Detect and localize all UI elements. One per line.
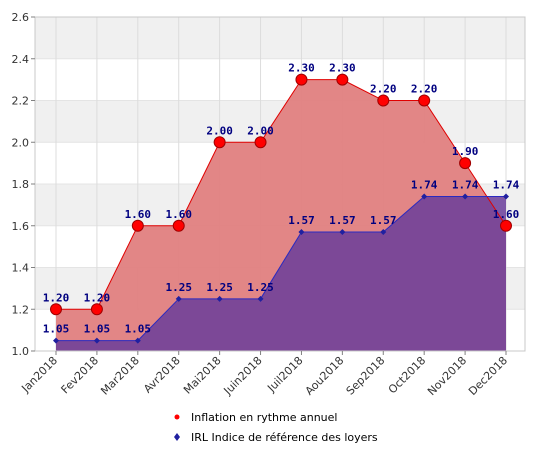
x-tick-label: Aou2018 [303,354,347,398]
data-label-irl: 1.25 [206,281,233,294]
marker-irl [462,193,469,200]
data-label-inflation: 1.60 [493,208,520,221]
line-inflation [56,79,507,310]
data-label-irl: 1.05 [125,323,152,336]
data-label-inflation: 2.30 [288,62,315,75]
legend-label-irl: IRL Indice de référence des loyers [191,431,378,444]
marker-irl [175,295,182,302]
marker-irl [134,337,141,344]
marker-inflation [172,219,185,232]
y-tick-label: 1.6 [12,220,30,233]
marker-irl [503,193,509,200]
data-label-irl: 1.74 [411,179,438,192]
data-label-irl: 1.25 [247,281,274,294]
data-label-inflation: 2.00 [247,124,274,137]
data-label-inflation: 1.90 [452,145,479,158]
data-label-inflation: 1.20 [43,291,70,304]
marker-inflation [213,136,226,149]
marker-irl [298,229,305,236]
marker-irl [93,337,100,344]
y-tick-label: 1.8 [12,178,30,191]
plot-band [35,17,525,59]
legend-label-inflation: Inflation en rythme annuel [191,411,337,424]
data-label-inflation: 2.30 [329,62,356,75]
area-irl [56,196,506,351]
legend-marker-irl [174,433,180,441]
y-tick-label: 1.4 [12,262,30,275]
data-label-inflation: 2.00 [206,124,233,137]
data-labels: 1.20 1.20 1.60 1.60 2.00 2.00 2.30 2.30 2.20 2.20… [43,62,520,336]
x-tick-label: Mai2018 [181,354,224,397]
x-tick-label: Juil2018 [264,354,305,395]
marker-irl [339,229,346,236]
data-label-inflation: 2.20 [370,83,397,96]
marker-inflation [500,219,512,232]
marker-irl [380,229,387,236]
marker-irl [257,295,264,302]
y-tick-label: 1.2 [12,303,30,316]
data-label-irl: 1.57 [329,214,356,227]
data-label-irl: 1.05 [84,323,111,336]
legend-item-inflation: Inflation en rythme annuel [174,411,337,424]
data-label-irl: 1.05 [43,323,70,336]
y-axis-ticks: 1.0 1.2 1.4 1.6 1.8 2.0 2.2 2.4 2.6 [12,11,35,358]
x-tick-label: Mar2018 [98,354,142,398]
data-label-inflation: 1.60 [165,208,192,221]
legend-marker-inflation [174,414,180,420]
data-label-irl: 1.74 [452,179,479,192]
x-tick-label: Fev2018 [59,354,101,396]
marker-irl [53,337,59,344]
data-label-inflation: 1.20 [84,291,111,304]
marker-irl [421,193,428,200]
marker-inflation [377,94,390,107]
y-tick-label: 2.6 [12,11,30,24]
data-label-irl: 1.57 [370,214,397,227]
marker-inflation [131,219,144,232]
x-tick-label: Juin2018 [221,354,265,398]
x-tick-label: Nov2018 [425,354,469,398]
data-label-irl: 1.25 [165,281,192,294]
y-tick-label: 2.0 [12,136,30,149]
y-tick-label: 2.4 [12,53,30,66]
marker-inflation [254,136,267,149]
marker-irl [216,295,223,302]
data-label-inflation: 1.60 [125,208,152,221]
plot-band [35,58,525,101]
data-label-irl: 1.74 [493,179,520,192]
x-tick-label: Dec2018 [466,354,510,398]
series-lines [56,79,507,342]
data-label-inflation: 2.20 [411,83,438,96]
data-label-irl: 1.57 [288,214,315,227]
legend: Inflation en rythme annuel IRL Indice de… [174,411,378,444]
marker-inflation [295,73,308,86]
marker-inflation [418,94,431,107]
x-tick-label: Avr2018 [141,354,183,396]
series-markers [50,73,512,344]
x-tick-label: Jan2018 [18,354,60,396]
y-tick-label: 1.0 [12,345,30,358]
marker-inflation [336,73,349,86]
marker-inflation [459,157,472,170]
legend-item-irl: IRL Indice de référence des loyers [174,431,378,444]
y-tick-label: 2.2 [12,95,30,108]
series-areas [56,79,506,351]
marker-inflation [90,303,103,316]
marker-inflation [50,303,62,316]
x-tick-label: Oct2018 [386,354,428,396]
line-irl [56,196,506,342]
x-tick-label: Sep2018 [344,354,388,398]
